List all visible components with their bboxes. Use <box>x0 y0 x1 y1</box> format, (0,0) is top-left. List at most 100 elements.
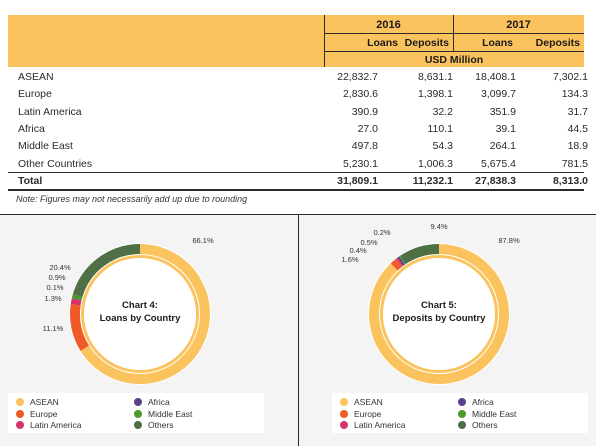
column-header-deposits-2017: Deposits <box>535 37 580 49</box>
slice-africa <box>397 256 405 266</box>
cell-value: 54.3 <box>432 140 453 153</box>
cell-value: 110.1 <box>427 122 454 135</box>
slice-latin-america <box>70 298 82 306</box>
data-label-africa: 0.5% <box>360 238 377 247</box>
legend-label: Others <box>148 420 174 430</box>
legend-swatch <box>134 421 142 429</box>
total-label: Total <box>18 175 43 187</box>
cell-value: 3,099.7 <box>480 88 516 101</box>
legend-item-europe: Europe <box>16 409 57 419</box>
cell-value: 351.9 <box>489 105 516 118</box>
slice-europe <box>70 304 90 351</box>
legend-item-others: Others <box>458 420 498 430</box>
column-header-deposits-2016: Deposits <box>404 37 449 49</box>
cell-value: 39.1 <box>495 122 516 135</box>
legend-item-africa: Africa <box>458 397 494 407</box>
cell-value: 18,408.1 <box>475 71 516 83</box>
legend-swatch <box>134 409 142 418</box>
cell-value: 390.9 <box>351 105 378 118</box>
chart-title: Chart 5: <box>421 300 457 311</box>
legend-item-middle-east: Middle East <box>134 409 192 419</box>
cell-value: 134.3 <box>561 88 588 101</box>
legend-label: ASEAN <box>354 397 383 407</box>
data-label-latin-america: 0.4% <box>349 246 366 255</box>
slice-others <box>399 244 440 265</box>
unit-header: USD Million <box>424 54 484 66</box>
cell-value: 1,006.3 <box>417 157 453 170</box>
cell-value: 497.8 <box>351 140 378 153</box>
cell-value: 7,302.1 <box>552 71 588 83</box>
cell-value: 32.2 <box>432 105 453 118</box>
legend-swatch <box>134 398 142 406</box>
donut-inner-ring <box>81 255 199 373</box>
total-value: 27,838.3 <box>475 175 516 187</box>
legend-label: ASEAN <box>30 397 59 407</box>
legend-item-middle-east: Middle East <box>458 409 516 419</box>
column-header-loans-2017: Loans <box>482 37 513 49</box>
year-header-2017: 2017 <box>506 19 531 31</box>
cell-value: 5,675.4 <box>480 157 516 170</box>
cell-value: 31.7 <box>567 105 588 118</box>
table-row: Africa 27.0 110.1 39.1 44.5 <box>8 120 588 137</box>
legend-label: Middle East <box>148 408 193 419</box>
slice-middle-east <box>71 294 83 301</box>
donut-center <box>84 258 196 370</box>
cell-value: 8,631.1 <box>417 71 453 83</box>
cell-value: 264.1 <box>489 140 516 153</box>
row-label: Africa <box>18 122 45 135</box>
table-header-rule <box>324 51 584 52</box>
legend-label: Latin America <box>354 420 406 430</box>
total-value: 11,232.1 <box>412 175 453 187</box>
row-label: Europe <box>18 88 52 101</box>
legend-item-asean: ASEAN <box>340 397 383 407</box>
legend-item-others: Others <box>134 420 174 430</box>
legend-swatch <box>340 421 348 429</box>
row-label: Middle East <box>18 140 73 153</box>
deposits-donut-chart: Chart 5: Deposits by Country 87.8% 1.6%0.4%… <box>341 222 520 385</box>
slice-latin-america <box>396 257 404 267</box>
legend-label: Others <box>472 420 498 430</box>
data-label-asean: 87.8% <box>498 236 520 245</box>
legend-item-latin-america: Latin America <box>16 420 82 430</box>
cell-value: 18.9 <box>567 140 588 153</box>
legend-swatch <box>340 398 348 406</box>
cell-value: 22,832.7 <box>337 71 378 83</box>
legend-label: Africa <box>148 397 170 407</box>
data-label-others: 20.4% <box>49 263 71 272</box>
donut-center <box>383 258 495 370</box>
table-row: Other Countries 5,230.1 1,006.3 5,675.4 781.… <box>8 155 588 172</box>
cell-value: 44.5 <box>567 122 588 135</box>
legend-label: Europe <box>354 408 382 419</box>
legend-swatch <box>16 421 24 429</box>
table-row: ASEAN 22,832.7 8,631.1 18,408.1 7,302.1 <box>8 68 588 85</box>
total-value: 31,809.1 <box>337 175 378 187</box>
table-header-background <box>8 15 584 67</box>
row-label: Latin America <box>18 105 82 118</box>
data-label-middle-east: 0.9% <box>48 273 65 282</box>
legend-swatch <box>458 409 466 418</box>
total-bottom-rule <box>8 189 584 191</box>
data-label-europe: 1.6% <box>341 255 358 264</box>
slice-others <box>72 244 141 298</box>
chart-title: Chart 4: <box>122 300 158 311</box>
legend-label: Middle East <box>472 408 517 419</box>
cell-value: 1,398.1 <box>417 88 453 101</box>
donut-inner-ring <box>380 255 498 373</box>
cell-value: 27.0 <box>357 122 378 135</box>
cell-value: 781.5 <box>561 157 588 170</box>
legend-swatch <box>458 421 466 429</box>
data-label-europe: 11.1% <box>43 324 64 333</box>
table-row: Latin America 390.9 32.2 351.9 31.7 <box>8 103 588 120</box>
year-header-2016: 2016 <box>376 19 401 31</box>
table-total-row: Total 31,809.1 11,232.1 27,838.3 8,313.0 <box>8 172 588 189</box>
legend-label: Europe <box>30 408 58 419</box>
table-row: Middle East 497.8 54.3 264.1 18.9 <box>8 137 588 154</box>
data-label-middle-east: 0.2% <box>373 228 390 237</box>
legend-swatch <box>340 409 348 418</box>
legend-label: Latin America <box>30 420 82 430</box>
table-row: Europe 2,830.6 1,398.1 3,099.7 134.3 <box>8 85 588 102</box>
total-value: 8,313.0 <box>552 175 588 187</box>
loans-donut-chart: Chart 4: Loans by Country 66.1% 11.1% 1.3% 0.… <box>43 236 214 385</box>
table-header-rule <box>324 33 584 34</box>
loans-chart-legend: ASEAN Africa Europe Middle East Latin Americ… <box>8 393 264 433</box>
